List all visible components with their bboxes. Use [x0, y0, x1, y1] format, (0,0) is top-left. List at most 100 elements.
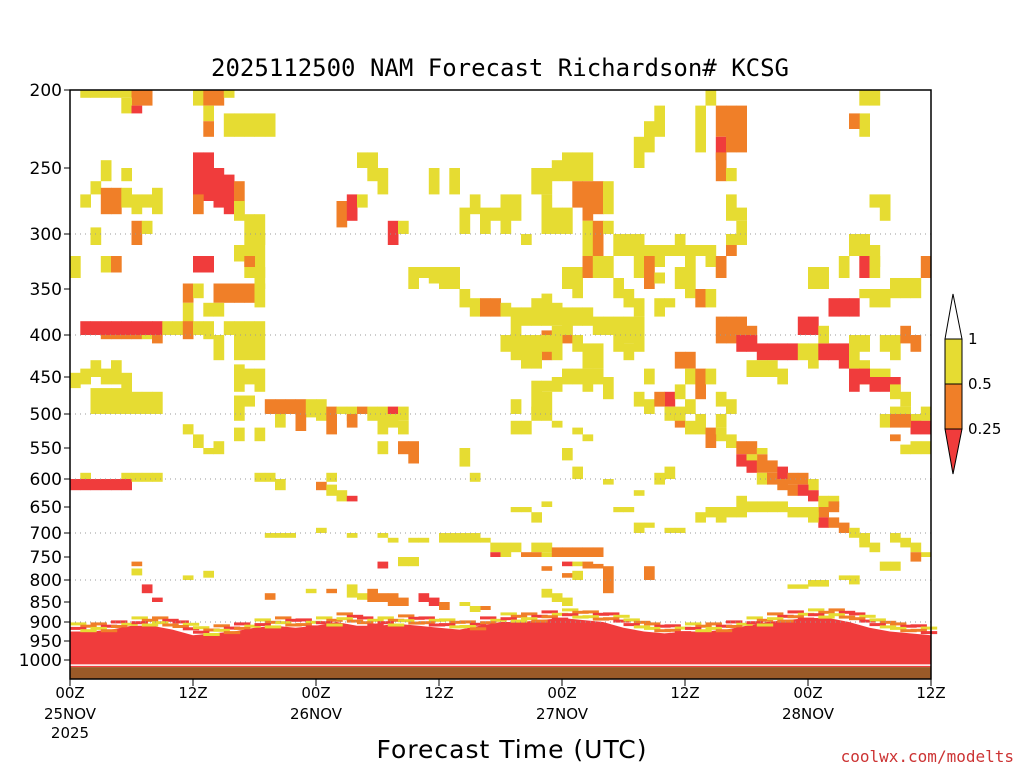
colorbar-bottom-cap	[944, 428, 963, 475]
mixed-layer-cell	[428, 623, 446, 627]
mixed-layer-cell	[408, 616, 425, 620]
heatmap-cell	[203, 256, 214, 273]
heatmap-cell	[664, 391, 676, 407]
mixed-layer-cell	[213, 628, 230, 632]
heatmap-cell	[592, 368, 604, 385]
heatmap-cell	[541, 414, 553, 421]
heatmap-cell	[674, 267, 686, 289]
heatmap-cell	[808, 512, 819, 523]
heatmap-cell	[849, 527, 860, 538]
heatmap-cell	[346, 414, 358, 428]
heatmap-cell	[818, 507, 829, 518]
heatmap-cell	[254, 472, 266, 482]
heatmap-cell	[592, 220, 604, 256]
heatmap-cell	[449, 267, 460, 289]
heatmap-cell	[572, 547, 583, 557]
heatmap-cell	[541, 293, 553, 326]
mixed-layer-cell	[459, 625, 476, 628]
heatmap-cell	[121, 372, 132, 392]
heatmap-cell	[767, 460, 778, 473]
heatmap-cell	[439, 267, 450, 289]
heatmap-cell	[910, 552, 922, 562]
heatmap-cell	[787, 507, 799, 518]
heatmap-cell	[746, 454, 758, 473]
heatmap-cell	[326, 484, 337, 496]
heatmap-cell	[623, 289, 635, 308]
mixed-layer-cell	[377, 621, 394, 625]
mixed-layer-cell	[346, 614, 364, 618]
mixed-layer-cell	[623, 618, 640, 622]
heatmap-cell	[695, 512, 706, 523]
heatmap-cell	[100, 388, 112, 414]
heatmap-cell	[346, 584, 358, 598]
heatmap-cell	[203, 448, 214, 455]
heatmap-cell	[428, 597, 440, 606]
mixed-layer-cell	[797, 617, 815, 621]
heatmap-cells	[70, 90, 938, 668]
mixed-layer-cell	[705, 626, 722, 630]
heatmap-cell	[254, 214, 266, 245]
heatmap-cell	[469, 472, 481, 482]
heatmap-cell	[80, 194, 91, 208]
heatmap-cell	[500, 542, 512, 553]
mixed-layer-cell	[767, 617, 784, 621]
heatmap-cell	[633, 335, 645, 352]
mixed-layer-cell	[654, 629, 671, 633]
mixed-layer-cell	[838, 610, 856, 614]
heatmap-cell	[726, 399, 737, 414]
heatmap-cell	[459, 289, 471, 308]
heatmap-cell	[890, 434, 901, 442]
mixed-layer-cell	[510, 619, 528, 623]
mixed-layer-cell	[131, 621, 148, 625]
heatmap-cell	[254, 427, 266, 442]
heatmap-cell	[469, 533, 481, 543]
heatmap-cell	[849, 335, 860, 369]
y-tick-label: 550	[30, 439, 62, 459]
heatmap-cell	[808, 343, 819, 369]
heatmap-cell	[818, 580, 829, 587]
heatmap-cell	[244, 368, 255, 385]
mixed-layer-cell	[685, 622, 702, 626]
mixed-layer-cell	[305, 625, 323, 629]
heatmap-cell	[551, 377, 563, 392]
heatmap-cell	[377, 168, 389, 195]
heatmap-cell	[131, 561, 143, 567]
heatmap-cell	[244, 321, 255, 361]
mixed-layer-cell	[152, 621, 169, 625]
heatmap-cell	[500, 335, 512, 352]
heatmap-cell	[141, 90, 153, 106]
credit-text[interactable]: coolwx.com/modelts	[841, 747, 1014, 766]
heatmap-cell	[767, 472, 778, 485]
heatmap-cell	[838, 343, 850, 369]
mixed-layer-cell	[808, 613, 825, 617]
heatmap-cell	[141, 321, 153, 335]
heatmap-cell	[100, 187, 112, 215]
heatmap-cell	[121, 335, 132, 340]
colorbar-label-1: 1	[968, 330, 978, 348]
mixed-layer-cell	[787, 610, 804, 614]
mixed-layer-cell	[592, 612, 610, 616]
heatmap-cell	[746, 335, 758, 352]
mixed-layer-cell	[521, 612, 538, 616]
heatmap-cell	[849, 113, 860, 129]
heatmap-cell	[808, 580, 819, 587]
heatmap-cell	[541, 391, 553, 414]
heatmap-cell	[705, 245, 717, 267]
mixed-layer-cell	[551, 612, 569, 616]
x-tick-label: 12Z	[178, 684, 207, 702]
mixed-layer-cell	[336, 617, 353, 621]
mixed-layer-cell	[674, 631, 692, 635]
heatmap-cell	[797, 484, 809, 496]
heatmap-cell	[223, 283, 235, 303]
heatmap-cell	[838, 256, 850, 278]
mixed-layer-cell	[285, 623, 302, 627]
heatmap-cell	[644, 399, 655, 414]
heatmap-cell	[705, 90, 717, 106]
heatmap-cell	[859, 90, 870, 106]
heatmap-cell	[531, 298, 542, 326]
heatmap-cell	[879, 414, 891, 428]
heatmap-cell	[890, 561, 901, 571]
heatmap-cell	[551, 547, 563, 557]
heatmap-cell	[572, 570, 583, 580]
heatmap-cell	[264, 533, 276, 538]
